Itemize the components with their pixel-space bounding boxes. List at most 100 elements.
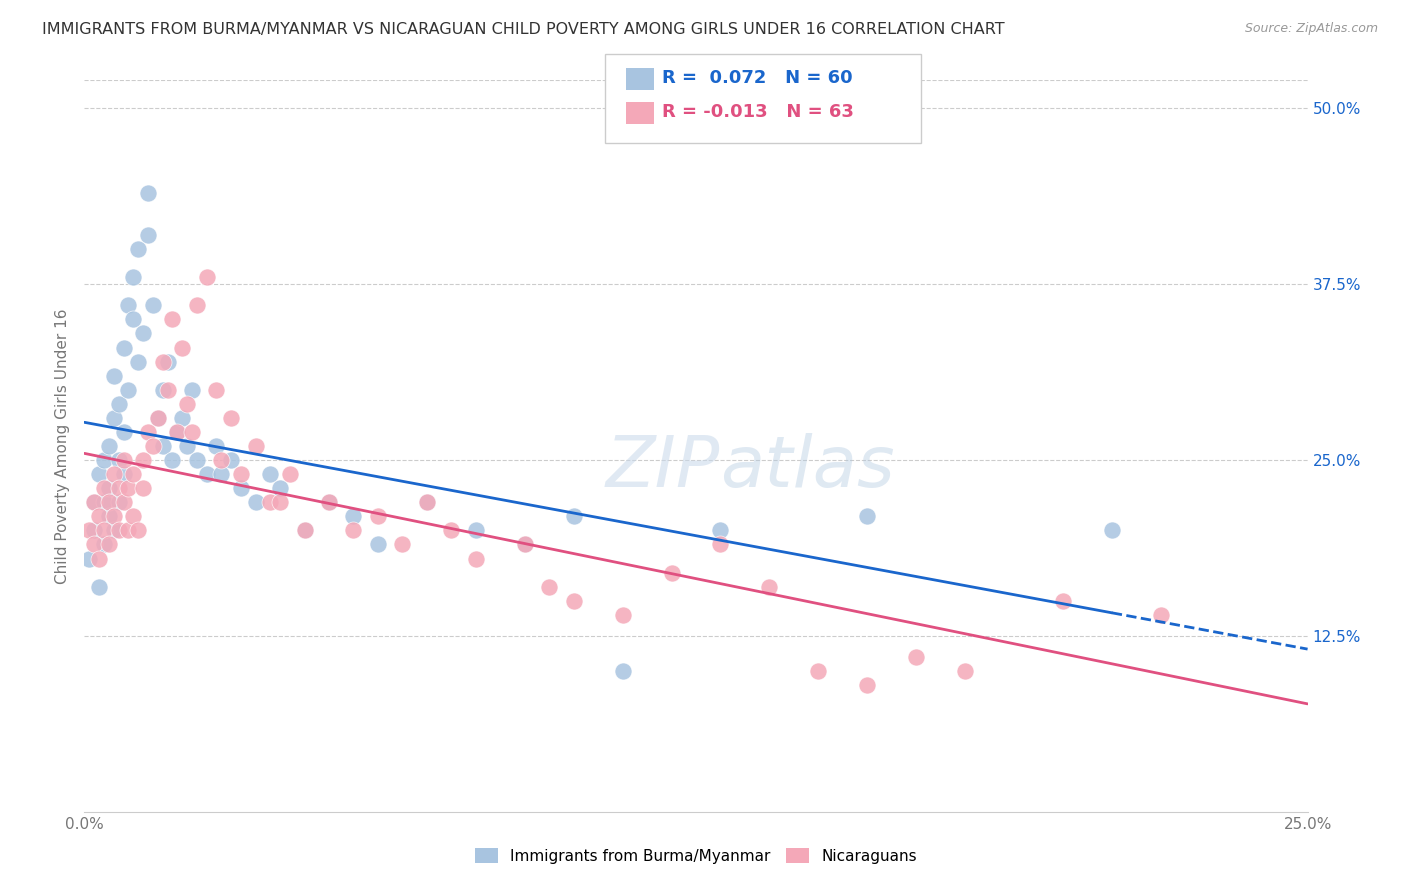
Point — [132, 326, 155, 341]
Point — [103, 467, 125, 482]
Point — [83, 537, 105, 551]
Point — [1150, 607, 1173, 622]
Point — [87, 509, 110, 524]
Point — [136, 227, 159, 242]
Point — [93, 453, 115, 467]
Point — [162, 312, 184, 326]
Point — [93, 495, 115, 509]
Point — [294, 524, 316, 538]
Point — [117, 298, 139, 312]
Point — [107, 481, 129, 495]
Point — [122, 509, 145, 524]
Point — [195, 270, 218, 285]
Point — [97, 439, 120, 453]
Point — [77, 524, 100, 538]
Point — [103, 509, 125, 524]
Point — [93, 524, 115, 538]
Point — [132, 481, 155, 495]
Point — [259, 467, 281, 482]
Point — [294, 524, 316, 538]
Point — [117, 481, 139, 495]
Point — [176, 397, 198, 411]
Point — [156, 383, 179, 397]
Point — [513, 537, 536, 551]
Point — [181, 383, 204, 397]
Point — [107, 495, 129, 509]
Point — [229, 481, 252, 495]
Point — [162, 453, 184, 467]
Point — [856, 509, 879, 524]
Point — [245, 439, 267, 453]
Point — [856, 678, 879, 692]
Point — [758, 580, 780, 594]
Point — [107, 524, 129, 538]
Point — [269, 481, 291, 495]
Point — [156, 354, 179, 368]
Point — [127, 242, 149, 256]
Text: R = -0.013   N = 63: R = -0.013 N = 63 — [662, 103, 853, 121]
Point — [93, 537, 115, 551]
Point — [172, 410, 194, 425]
Legend: Immigrants from Burma/Myanmar, Nicaraguans: Immigrants from Burma/Myanmar, Nicaragua… — [470, 842, 922, 870]
Point — [107, 453, 129, 467]
Point — [117, 524, 139, 538]
Point — [87, 551, 110, 566]
Point — [152, 354, 174, 368]
Point — [416, 495, 439, 509]
Point — [464, 524, 486, 538]
Point — [77, 551, 100, 566]
Point — [97, 481, 120, 495]
Point — [107, 397, 129, 411]
Point — [195, 467, 218, 482]
Point — [112, 341, 135, 355]
Point — [278, 467, 301, 482]
Point — [209, 467, 232, 482]
Point — [245, 495, 267, 509]
Point — [112, 467, 135, 482]
Point — [318, 495, 340, 509]
Point — [186, 453, 208, 467]
Point — [112, 425, 135, 439]
Point — [136, 425, 159, 439]
Point — [83, 495, 105, 509]
Point — [93, 481, 115, 495]
Point — [219, 410, 242, 425]
Point — [416, 495, 439, 509]
Point — [562, 509, 585, 524]
Point — [103, 524, 125, 538]
Point — [209, 453, 232, 467]
Point — [181, 425, 204, 439]
Text: R =  0.072   N = 60: R = 0.072 N = 60 — [662, 70, 853, 87]
Point — [342, 524, 364, 538]
Text: IMMIGRANTS FROM BURMA/MYANMAR VS NICARAGUAN CHILD POVERTY AMONG GIRLS UNDER 16 C: IMMIGRANTS FROM BURMA/MYANMAR VS NICARAG… — [42, 22, 1005, 37]
Point — [229, 467, 252, 482]
Point — [205, 439, 228, 453]
Point — [367, 537, 389, 551]
Point — [127, 354, 149, 368]
Point — [166, 425, 188, 439]
Text: Source: ZipAtlas.com: Source: ZipAtlas.com — [1244, 22, 1378, 36]
Point — [612, 664, 634, 678]
Point — [103, 368, 125, 383]
Point — [318, 495, 340, 509]
Point — [807, 664, 830, 678]
Point — [709, 537, 731, 551]
Point — [205, 383, 228, 397]
Point — [142, 439, 165, 453]
Point — [440, 524, 463, 538]
Point — [186, 298, 208, 312]
Point — [269, 495, 291, 509]
Point — [87, 467, 110, 482]
Point — [97, 537, 120, 551]
Point — [1101, 524, 1123, 538]
Point — [1052, 593, 1074, 607]
Point — [612, 607, 634, 622]
Point — [117, 383, 139, 397]
Point — [87, 580, 110, 594]
Point — [166, 425, 188, 439]
Point — [391, 537, 413, 551]
Point — [513, 537, 536, 551]
Point — [953, 664, 976, 678]
Point — [127, 524, 149, 538]
Text: atlas: atlas — [720, 434, 896, 502]
